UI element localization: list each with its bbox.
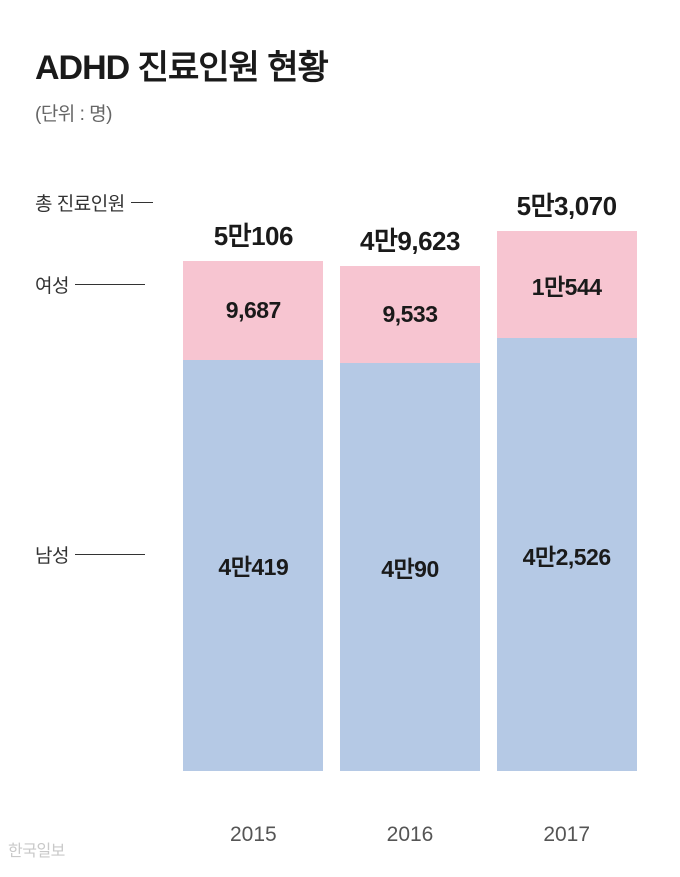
watermark: 한국일보 <box>8 837 65 861</box>
legend-male: 남성 <box>35 541 145 568</box>
x-axis: 201520162017 <box>175 823 645 847</box>
bar-column: 4만9,6239,5334만90 <box>340 266 480 771</box>
legend-male-text: 남성 <box>35 541 69 568</box>
bar-total-label: 5만106 <box>183 216 323 253</box>
legend-line-icon <box>75 554 145 555</box>
bar-segment-male: 4만419 <box>183 360 323 771</box>
bars-area: 5만1069,6874만4194만9,6239,5334만905만3,0701만… <box>175 171 645 771</box>
bar-total-label: 5만3,070 <box>497 186 637 223</box>
bar-segment-male: 4만90 <box>340 363 480 771</box>
xaxis-tick: 2016 <box>332 823 489 847</box>
bar-segment-female: 9,533 <box>340 266 480 363</box>
legend-line-icon <box>131 202 153 203</box>
legend-female: 여성 <box>35 271 145 298</box>
bar-column: 5만1069,6874만419 <box>183 261 323 771</box>
bar-total-label: 4만9,623 <box>340 221 480 258</box>
bar-segment-female: 1만544 <box>497 231 637 338</box>
chart-area: 총 진료인원 여성 남성 5만1069,6874만4194만9,6239,533… <box>35 171 645 811</box>
bar-column: 5만3,0701만5444만2,526 <box>497 231 637 771</box>
legend-total: 총 진료인원 <box>35 189 153 216</box>
legend-total-text: 총 진료인원 <box>35 189 125 216</box>
bar-segment-male: 4만2,526 <box>497 338 637 771</box>
xaxis-tick: 2017 <box>488 823 645 847</box>
legend-line-icon <box>75 284 145 285</box>
xaxis-tick: 2015 <box>175 823 332 847</box>
legend-female-text: 여성 <box>35 271 69 298</box>
chart-subtitle: (단위 : 명) <box>35 99 645 126</box>
bar-segment-female: 9,687 <box>183 261 323 360</box>
legend-column: 총 진료인원 여성 남성 <box>35 171 175 811</box>
chart-title: ADHD 진료인원 현황 <box>35 40 645 89</box>
